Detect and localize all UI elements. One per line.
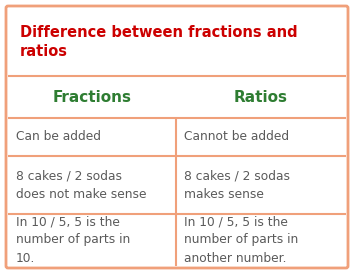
FancyBboxPatch shape [6, 6, 348, 268]
Text: 8 cakes / 2 sodas
makes sense: 8 cakes / 2 sodas makes sense [184, 170, 290, 201]
Text: 8 cakes / 2 sodas
does not make sense: 8 cakes / 2 sodas does not make sense [16, 170, 147, 201]
Text: Difference between fractions and
ratios: Difference between fractions and ratios [20, 25, 298, 59]
Text: In 10 / 5, 5 is the
number of parts in
another number.: In 10 / 5, 5 is the number of parts in a… [184, 215, 298, 264]
Text: Ratios: Ratios [234, 90, 288, 104]
Text: Can be added: Can be added [16, 130, 101, 144]
Text: Cannot be added: Cannot be added [184, 130, 289, 144]
Text: In 10 / 5, 5 is the
number of parts in
10.: In 10 / 5, 5 is the number of parts in 1… [16, 215, 130, 264]
Text: Fractions: Fractions [52, 90, 131, 104]
